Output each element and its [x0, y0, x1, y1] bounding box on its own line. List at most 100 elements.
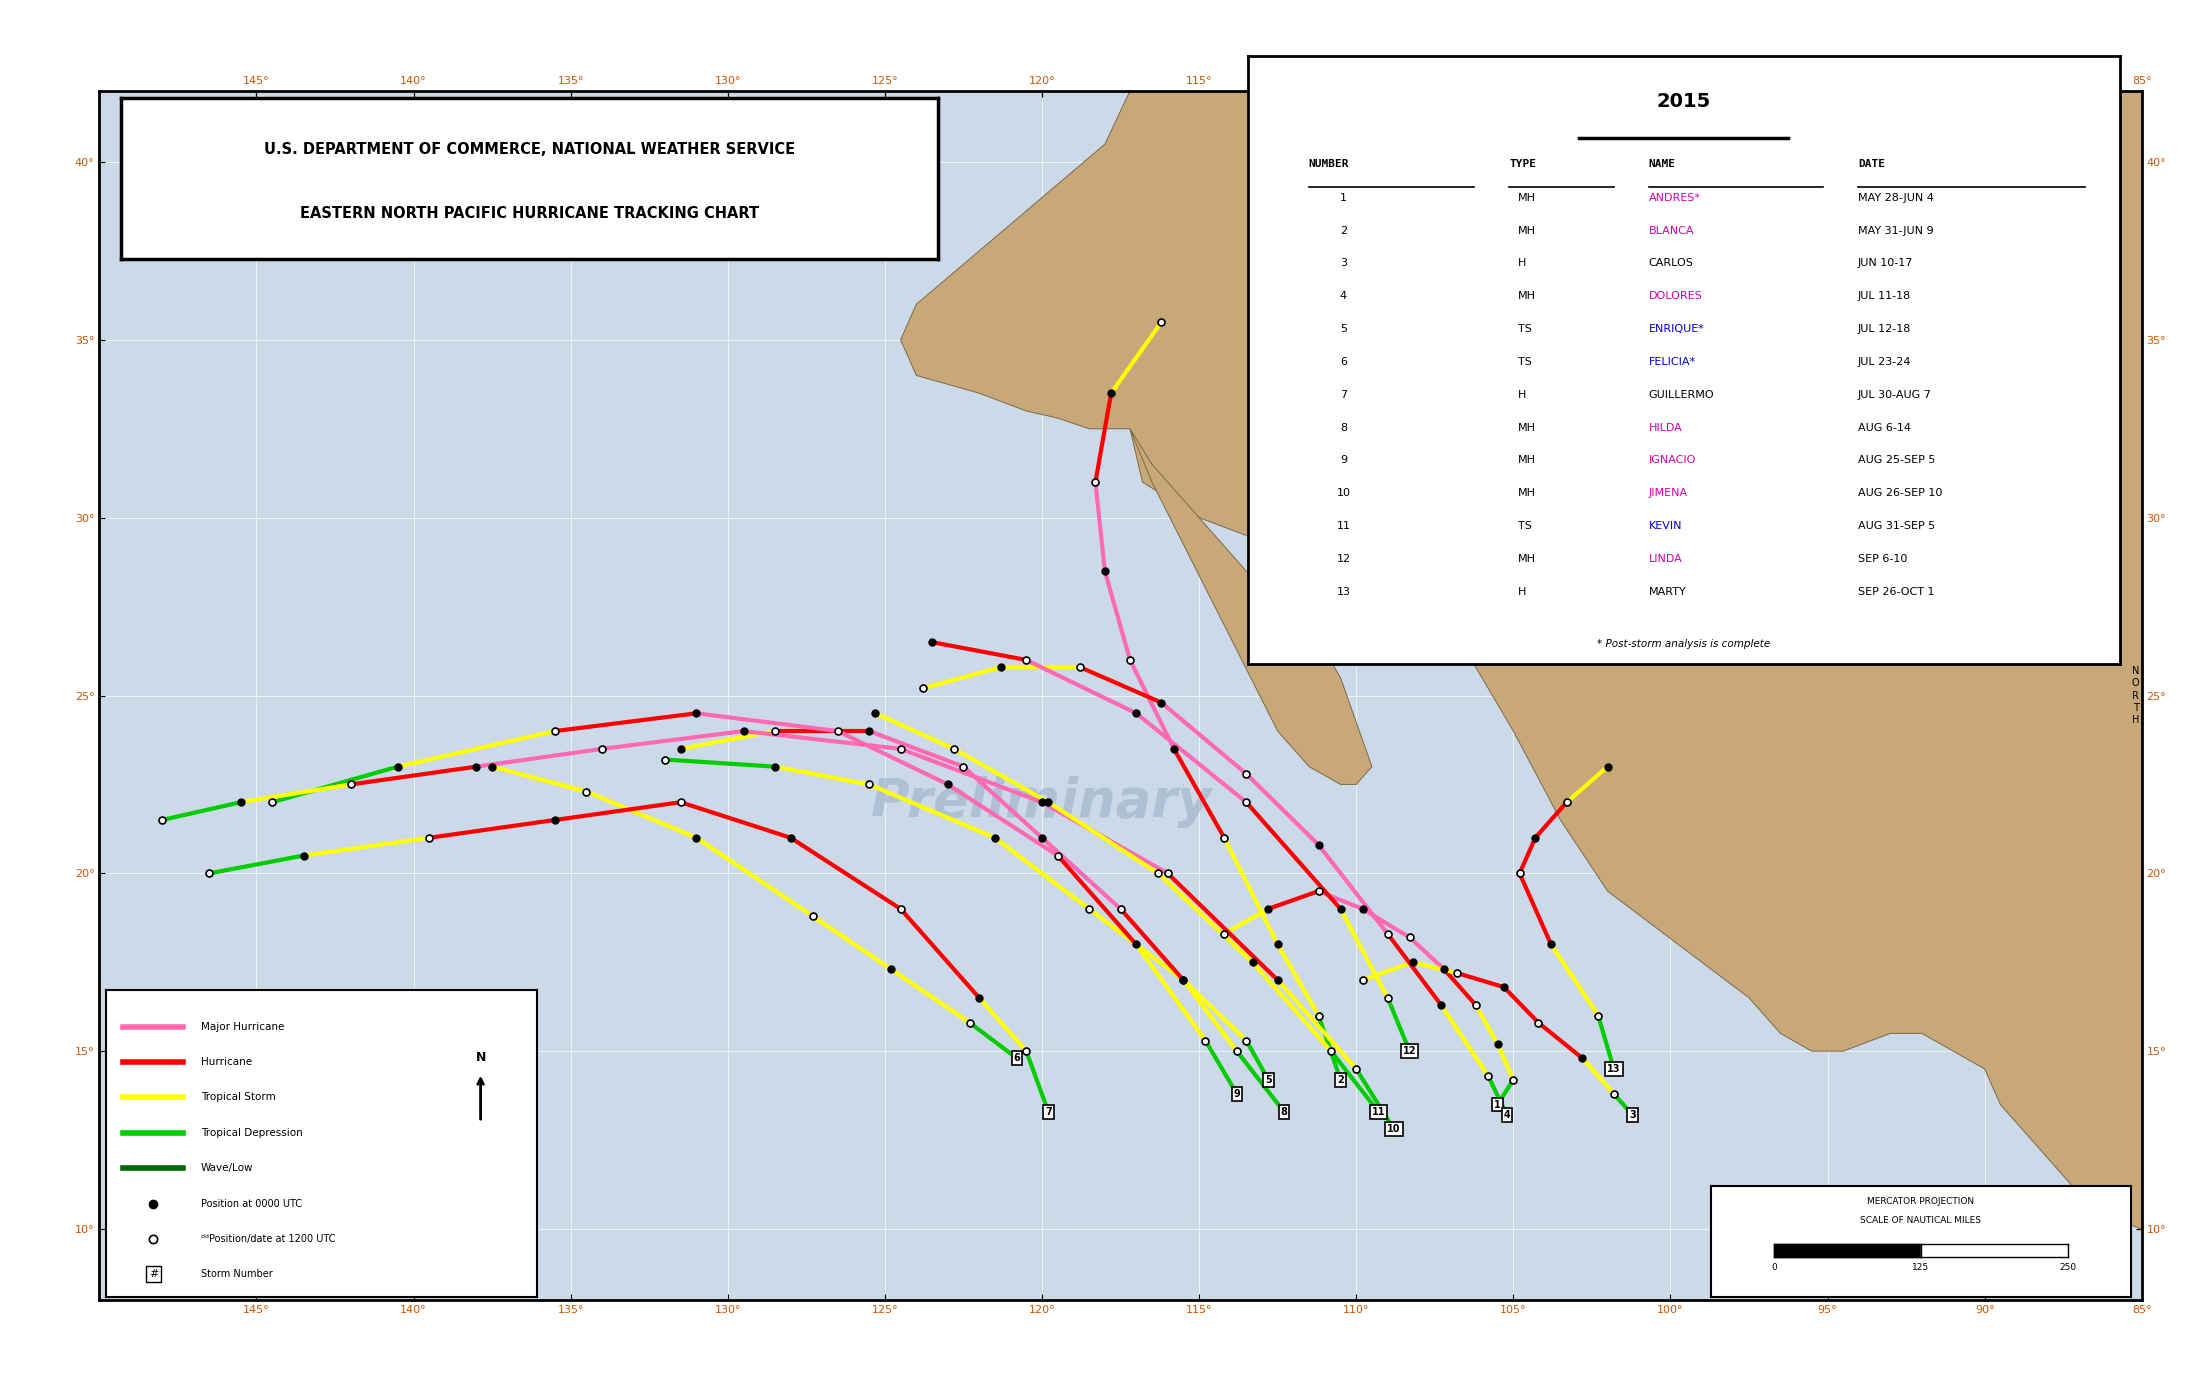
Point [978, 879, 1013, 902]
Point [2014, 204, 2049, 226]
Point [570, 239, 605, 261]
Point [1857, 169, 1892, 192]
Point [1323, 169, 1358, 192]
Point [1888, 1165, 1923, 1187]
Text: JUL 12-18: JUL 12-18 [1857, 324, 1912, 334]
Point [444, 773, 479, 795]
Point [1983, 489, 2018, 512]
Point [1700, 987, 1735, 1009]
Point [819, 310, 854, 333]
Point [192, 1165, 227, 1187]
Point [852, 204, 888, 226]
Point [444, 1130, 479, 1152]
Point [1418, 596, 1453, 618]
Point [192, 453, 227, 475]
Point [1543, 1093, 1579, 1116]
Point [349, 1093, 384, 1116]
Point [1040, 347, 1075, 369]
Point [380, 809, 415, 832]
Point [1228, 738, 1263, 761]
Point [1479, 489, 1515, 512]
Point [1228, 1236, 1263, 1258]
Point [192, 773, 227, 795]
Point [161, 1058, 197, 1081]
Point [1795, 951, 1830, 973]
Point [444, 204, 479, 226]
Point [1636, 524, 1671, 547]
Text: 125: 125 [1912, 1262, 1930, 1272]
Point [1921, 347, 1956, 369]
Point [254, 347, 289, 369]
Text: 3: 3 [1630, 1110, 1636, 1120]
Point [1983, 809, 2018, 832]
Point [757, 347, 793, 369]
Point [1135, 133, 1170, 155]
Point [788, 596, 824, 618]
Point [1354, 98, 1389, 120]
Point [1448, 239, 1484, 261]
Point [1700, 630, 1735, 653]
Point [1888, 987, 1923, 1009]
Point [1292, 1165, 1327, 1187]
Point [1921, 844, 1956, 867]
Point [161, 630, 197, 653]
Text: 9: 9 [1340, 456, 1347, 466]
Point [1952, 596, 1987, 618]
Point [1479, 275, 1515, 298]
Point [1102, 1199, 1139, 1222]
Point [978, 453, 1013, 475]
Point [662, 879, 698, 902]
Point [475, 1093, 510, 1116]
Point [1418, 809, 1453, 832]
Point [1040, 667, 1075, 689]
Point [726, 382, 762, 404]
Point [788, 1271, 824, 1293]
Point [1009, 524, 1044, 547]
Point [570, 98, 605, 120]
Point [662, 382, 698, 404]
Point [444, 133, 479, 155]
Point [2014, 702, 2049, 724]
Text: Hurricane: Hurricane [201, 1057, 252, 1067]
Point [757, 169, 793, 192]
Point [570, 382, 605, 404]
Text: 6: 6 [1340, 356, 1347, 366]
Point [1197, 951, 1232, 973]
Point [2109, 916, 2144, 938]
Point [1700, 1093, 1735, 1116]
Point [601, 1165, 636, 1187]
Point [978, 951, 1013, 973]
Point [1543, 630, 1579, 653]
Point [1479, 596, 1515, 618]
Point [1700, 1271, 1735, 1293]
Point [1888, 1199, 1923, 1222]
Point [726, 559, 762, 582]
Point [2109, 347, 2144, 369]
Point [883, 489, 919, 512]
Point [914, 630, 949, 653]
Point [1512, 1093, 1548, 1116]
Point [349, 239, 384, 261]
Point [1071, 347, 1106, 369]
Point [883, 275, 919, 298]
Point [726, 310, 762, 333]
Point [1479, 239, 1515, 261]
Point [161, 382, 197, 404]
Point [380, 347, 415, 369]
Point [1512, 418, 1548, 440]
Point [223, 98, 258, 120]
Point [852, 453, 888, 475]
Point [1543, 347, 1579, 369]
Point [537, 1271, 572, 1293]
Point [254, 596, 289, 618]
Point [852, 559, 888, 582]
Point [570, 1058, 605, 1081]
Point [819, 667, 854, 689]
Point [1700, 275, 1735, 298]
Point [537, 239, 572, 261]
Point [537, 809, 572, 832]
Point [475, 844, 510, 867]
Point [2045, 987, 2080, 1009]
Point [1354, 879, 1389, 902]
Point [1479, 310, 1515, 333]
